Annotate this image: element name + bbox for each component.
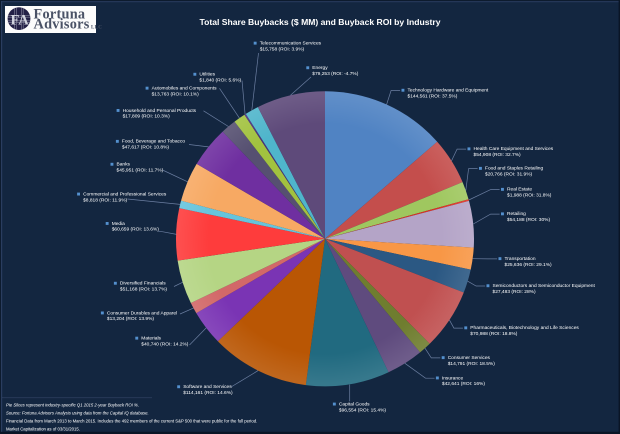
svg-text:$8,818 (ROI: 11.9%): $8,818 (ROI: 11.9%) bbox=[83, 197, 127, 203]
svg-text:Market Capitalization as of 0: Market Capitalization as of 03/31/2015. bbox=[6, 426, 80, 431]
svg-text:Banks: Banks bbox=[117, 162, 131, 168]
svg-text:Technology Hardware and Equipm: Technology Hardware and Equipment bbox=[408, 88, 489, 94]
svg-text:$96,554 (ROI: 15.4%): $96,554 (ROI: 15.4%) bbox=[339, 407, 387, 413]
svg-text:Consumer Services: Consumer Services bbox=[448, 355, 491, 361]
svg-text:Source: Fortuna Advisors Analy: Source: Fortuna Advisors Analysis using … bbox=[6, 410, 149, 415]
svg-text:Consumer Durables and Apparel: Consumer Durables and Apparel bbox=[107, 310, 177, 316]
svg-text:Advisors LLC: Advisors LLC bbox=[34, 17, 103, 33]
svg-text:$42,641 (ROI: 16%): $42,641 (ROI: 16%) bbox=[442, 381, 485, 387]
svg-text:Commercial and Professional Se: Commercial and Professional Services bbox=[83, 191, 167, 197]
svg-text:Total Share Buybacks ($ MM) an: Total Share Buybacks ($ MM) and Buyback … bbox=[200, 17, 441, 27]
svg-text:Automobiles and Components: Automobiles and Components bbox=[152, 86, 217, 92]
svg-text:$17,809 (ROI: 10.3%): $17,809 (ROI: 10.3%) bbox=[123, 114, 171, 120]
svg-text:$60,659 (ROI: 13.6%): $60,659 (ROI: 13.6%) bbox=[112, 227, 160, 233]
svg-text:$27,483 (ROI: 28%): $27,483 (ROI: 28%) bbox=[493, 289, 536, 295]
svg-text:Pie Slices represent industry-: Pie Slices represent industry-specific Q… bbox=[6, 403, 139, 408]
svg-text:Food and Staples Retailing: Food and Staples Retailing bbox=[485, 166, 543, 172]
svg-text:Health Care Equipment and Serv: Health Care Equipment and Services bbox=[474, 146, 554, 152]
svg-text:FA: FA bbox=[11, 13, 30, 29]
svg-text:$45,951 (ROI: 11.7%): $45,951 (ROI: 11.7%) bbox=[117, 168, 164, 174]
svg-text:$14,791 (ROI: 18.5%): $14,791 (ROI: 18.5%) bbox=[448, 361, 496, 367]
svg-text:Telecommunication Services: Telecommunication Services bbox=[260, 41, 322, 47]
svg-text:Retailing: Retailing bbox=[507, 211, 526, 217]
svg-text:$51,168 (ROI: 13.7%): $51,168 (ROI: 13.7%) bbox=[120, 287, 168, 293]
svg-text:Pharmaceuticals, Biotechnology: Pharmaceuticals, Biotechnology and Life … bbox=[470, 325, 579, 331]
svg-text:$54,908 (ROI: 32.7%): $54,908 (ROI: 32.7%) bbox=[474, 152, 522, 158]
svg-text:Financial Data from March 2013: Financial Data from March 2013 to March … bbox=[6, 419, 257, 424]
svg-text:$1,840 (ROI: 5.6%): $1,840 (ROI: 5.6%) bbox=[199, 78, 241, 84]
svg-text:Fortuna: Fortuna bbox=[34, 6, 86, 22]
svg-text:Real Estate: Real Estate bbox=[507, 187, 532, 193]
svg-text:$79,253 (ROI: -4.7%): $79,253 (ROI: -4.7%) bbox=[312, 71, 358, 77]
svg-text:Software and Services: Software and Services bbox=[183, 384, 232, 390]
svg-text:Energy: Energy bbox=[312, 65, 328, 71]
svg-text:$20,766 (ROI: 31.9%): $20,766 (ROI: 31.9%) bbox=[485, 172, 533, 178]
svg-text:Utilities: Utilities bbox=[199, 72, 215, 78]
svg-text:$47,617 (ROI: 10.8%): $47,617 (ROI: 10.8%) bbox=[122, 145, 170, 151]
svg-text:Insurance: Insurance bbox=[442, 375, 464, 381]
svg-text:$13,763 (ROI: 10.1%): $13,763 (ROI: 10.1%) bbox=[152, 91, 200, 97]
svg-text:$40,740 (ROI: 14.2%): $40,740 (ROI: 14.2%) bbox=[141, 341, 189, 347]
svg-text:$54,188 (ROI: 30%): $54,188 (ROI: 30%) bbox=[507, 217, 550, 223]
svg-text:Semiconductors and Semiconduct: Semiconductors and Semiconductor Equipme… bbox=[493, 283, 596, 289]
svg-text:$70,988 (ROI: 18.8%): $70,988 (ROI: 18.8%) bbox=[470, 331, 518, 337]
svg-text:Diversified Financials: Diversified Financials bbox=[120, 281, 166, 287]
svg-text:$114,161 (ROI: 14.6%): $114,161 (ROI: 14.6%) bbox=[183, 390, 233, 396]
svg-text:Materials: Materials bbox=[141, 336, 161, 342]
svg-text:Media: Media bbox=[112, 221, 125, 227]
svg-text:$144,561 (ROI: 37.5%): $144,561 (ROI: 37.5%) bbox=[408, 94, 458, 100]
svg-text:Food, Beverage and Tobacco: Food, Beverage and Tobacco bbox=[122, 139, 185, 145]
svg-text:Transportation: Transportation bbox=[505, 256, 536, 262]
svg-text:$1,988 (ROI: 31.8%): $1,988 (ROI: 31.8%) bbox=[507, 193, 552, 199]
svg-text:$13,204 (ROI: 13.9%): $13,204 (ROI: 13.9%) bbox=[107, 316, 155, 322]
svg-text:Capital Goods: Capital Goods bbox=[339, 401, 370, 407]
svg-text:$15,758 (ROI: 3.9%): $15,758 (ROI: 3.9%) bbox=[260, 46, 305, 52]
svg-text:$25,636 (ROI: 29.1%): $25,636 (ROI: 29.1%) bbox=[505, 262, 553, 268]
svg-text:Household and Personal Product: Household and Personal Products bbox=[123, 108, 197, 114]
